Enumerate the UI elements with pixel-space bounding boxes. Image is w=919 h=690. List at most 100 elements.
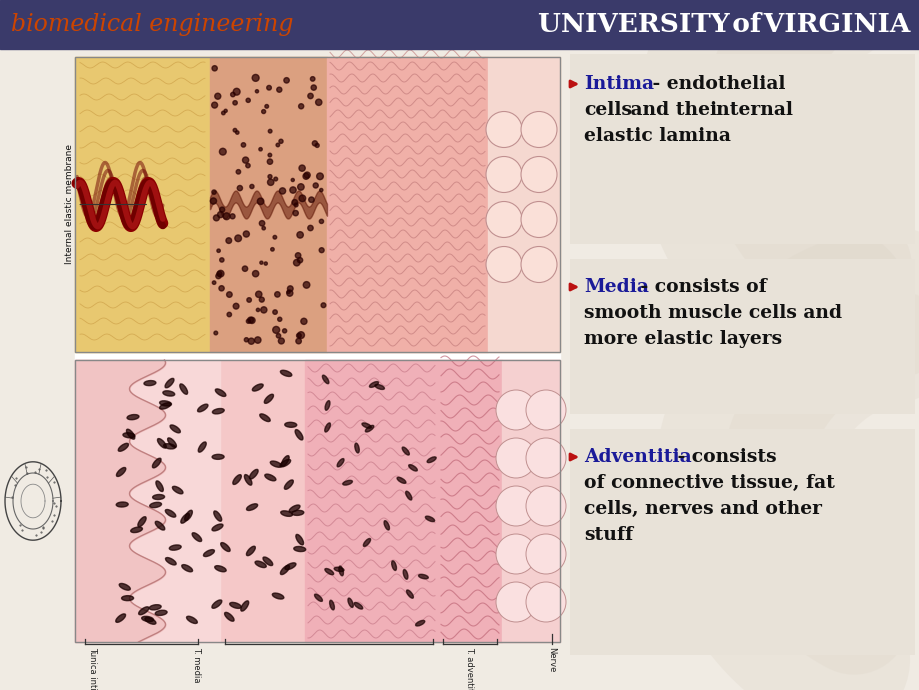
Ellipse shape bbox=[334, 567, 344, 571]
Circle shape bbox=[520, 246, 556, 282]
Text: Media: Media bbox=[584, 278, 648, 296]
Ellipse shape bbox=[285, 422, 297, 427]
Circle shape bbox=[259, 297, 264, 302]
Circle shape bbox=[273, 310, 277, 315]
Circle shape bbox=[233, 88, 240, 95]
Ellipse shape bbox=[215, 389, 226, 397]
Ellipse shape bbox=[116, 614, 126, 622]
Ellipse shape bbox=[138, 517, 146, 526]
Text: stuff: stuff bbox=[584, 526, 632, 544]
Ellipse shape bbox=[212, 454, 224, 460]
Ellipse shape bbox=[224, 612, 233, 621]
Ellipse shape bbox=[192, 533, 201, 542]
Ellipse shape bbox=[119, 443, 129, 451]
Text: cells, nerves and other: cells, nerves and other bbox=[584, 500, 821, 518]
Text: Tunica intima: Tunica intima bbox=[88, 647, 97, 690]
Circle shape bbox=[276, 144, 279, 147]
Ellipse shape bbox=[172, 486, 183, 494]
Ellipse shape bbox=[425, 516, 434, 522]
Ellipse shape bbox=[214, 566, 226, 572]
Ellipse shape bbox=[160, 403, 171, 409]
Ellipse shape bbox=[338, 566, 343, 575]
Circle shape bbox=[246, 319, 250, 324]
Circle shape bbox=[267, 153, 271, 157]
Circle shape bbox=[495, 438, 536, 478]
Ellipse shape bbox=[355, 443, 359, 453]
Circle shape bbox=[214, 93, 221, 99]
Ellipse shape bbox=[405, 491, 412, 500]
Circle shape bbox=[526, 486, 565, 526]
Ellipse shape bbox=[426, 457, 436, 462]
Bar bbox=[305, 360, 437, 642]
Circle shape bbox=[495, 390, 536, 430]
Ellipse shape bbox=[153, 495, 165, 500]
Circle shape bbox=[276, 333, 280, 338]
Circle shape bbox=[293, 259, 300, 266]
Circle shape bbox=[297, 232, 303, 238]
Ellipse shape bbox=[165, 509, 176, 518]
Circle shape bbox=[217, 271, 221, 277]
Circle shape bbox=[259, 261, 263, 264]
Circle shape bbox=[273, 235, 277, 239]
Circle shape bbox=[495, 582, 536, 622]
Bar bbox=[75, 360, 560, 642]
Ellipse shape bbox=[181, 513, 189, 523]
Circle shape bbox=[244, 337, 248, 342]
Circle shape bbox=[520, 157, 556, 193]
Ellipse shape bbox=[244, 475, 252, 485]
Circle shape bbox=[526, 438, 565, 478]
Ellipse shape bbox=[324, 423, 330, 432]
Circle shape bbox=[319, 248, 323, 253]
Circle shape bbox=[309, 197, 314, 202]
Circle shape bbox=[520, 112, 556, 148]
Ellipse shape bbox=[280, 511, 292, 516]
Ellipse shape bbox=[296, 534, 303, 545]
Circle shape bbox=[319, 188, 323, 192]
Ellipse shape bbox=[198, 404, 208, 412]
Ellipse shape bbox=[187, 616, 197, 624]
Circle shape bbox=[315, 99, 322, 106]
Text: and the: and the bbox=[623, 101, 716, 119]
Circle shape bbox=[278, 139, 283, 144]
Circle shape bbox=[294, 203, 298, 207]
Circle shape bbox=[220, 258, 223, 262]
Circle shape bbox=[495, 534, 536, 574]
Circle shape bbox=[526, 534, 565, 574]
Circle shape bbox=[299, 104, 303, 109]
Circle shape bbox=[230, 214, 235, 219]
Bar bbox=[75, 57, 560, 352]
Ellipse shape bbox=[130, 527, 142, 533]
Ellipse shape bbox=[361, 423, 371, 428]
Ellipse shape bbox=[165, 558, 176, 565]
Circle shape bbox=[295, 253, 301, 258]
Bar bbox=[570, 54, 914, 244]
Text: Nerve: Nerve bbox=[547, 647, 556, 672]
Circle shape bbox=[217, 249, 220, 253]
Text: - consists: - consists bbox=[670, 448, 776, 466]
Ellipse shape bbox=[182, 564, 192, 572]
Ellipse shape bbox=[153, 458, 161, 468]
Circle shape bbox=[298, 184, 304, 190]
Ellipse shape bbox=[246, 546, 255, 555]
Ellipse shape bbox=[163, 391, 175, 396]
Circle shape bbox=[233, 304, 239, 309]
Circle shape bbox=[304, 172, 310, 178]
Ellipse shape bbox=[164, 444, 176, 449]
Circle shape bbox=[308, 93, 312, 99]
Circle shape bbox=[248, 317, 255, 324]
Circle shape bbox=[296, 333, 301, 338]
Ellipse shape bbox=[365, 425, 373, 432]
Bar bbox=[487, 57, 560, 352]
Circle shape bbox=[282, 328, 287, 333]
Ellipse shape bbox=[123, 433, 135, 438]
Circle shape bbox=[284, 77, 289, 83]
Bar bbox=[0, 0, 919, 49]
Circle shape bbox=[267, 175, 272, 179]
Ellipse shape bbox=[121, 595, 133, 601]
Ellipse shape bbox=[241, 601, 248, 611]
Circle shape bbox=[287, 290, 289, 293]
Ellipse shape bbox=[402, 447, 409, 455]
Circle shape bbox=[277, 87, 281, 92]
Circle shape bbox=[302, 173, 309, 179]
Circle shape bbox=[211, 190, 216, 195]
